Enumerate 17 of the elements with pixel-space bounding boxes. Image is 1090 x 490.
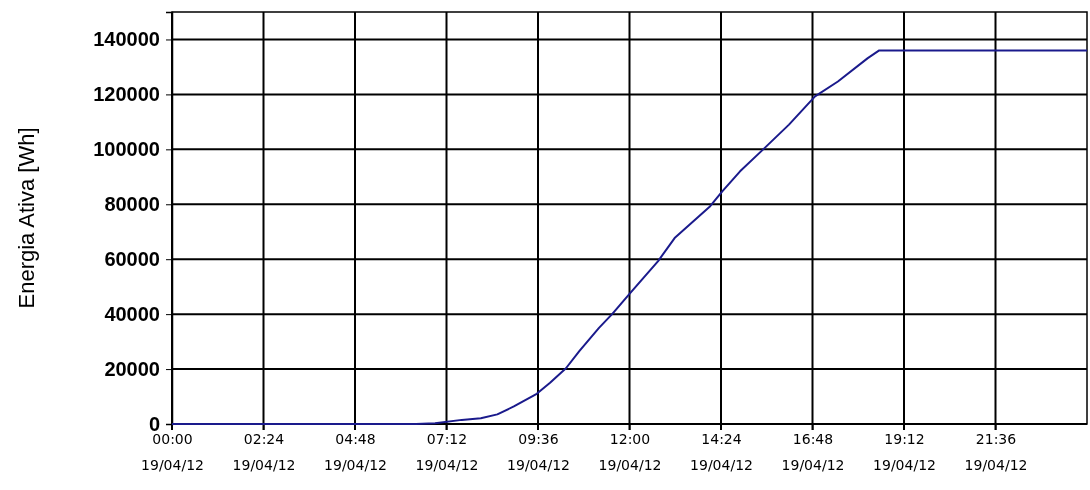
- x-tick-label: 07:12 19/04/12: [415, 431, 479, 473]
- y-tick-label: 60000: [104, 248, 160, 271]
- x-tick-label: 04:48 19/04/12: [324, 431, 387, 473]
- x-tick-label: 19:12 19/04/12: [873, 431, 936, 473]
- y-tick-label: 120000: [93, 83, 160, 106]
- x-tick-label: 14:24 19/04/12: [690, 431, 753, 473]
- x-tick-label: 16:48 19/04/12: [781, 431, 845, 473]
- x-tick-label: 21:36 19/04/12: [964, 431, 1028, 473]
- y-tick-label: 20000: [104, 357, 160, 380]
- y-tick-label: 100000: [93, 138, 160, 161]
- y-axis-title: Energia Ativa [Wh]: [14, 127, 39, 309]
- y-tick-label: 140000: [93, 28, 160, 51]
- y-tick-label: 40000: [104, 303, 160, 326]
- x-tick-label: 02:24 19/04/12: [232, 431, 296, 473]
- y-tick-label: 80000: [104, 193, 160, 216]
- x-tick-label: 09:36 19/04/12: [507, 431, 570, 473]
- x-tick-label: 12:00 19/04/12: [598, 431, 662, 473]
